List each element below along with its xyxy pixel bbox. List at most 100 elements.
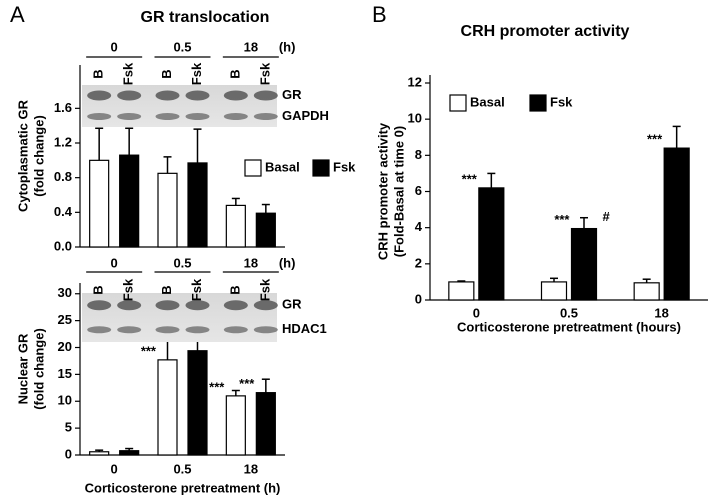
blot-band	[87, 300, 112, 311]
blot-lane: B	[227, 69, 242, 78]
bar	[89, 451, 110, 456]
error-bar	[642, 278, 651, 283]
y-tick-label: 4	[415, 219, 423, 234]
panel-label: A	[10, 2, 25, 27]
blot-band	[185, 300, 210, 311]
error-bar	[193, 128, 202, 163]
error-bar	[163, 156, 172, 174]
legend-label: Basal	[265, 159, 300, 174]
blot-band	[223, 326, 248, 334]
blot-lane: Fsk	[257, 62, 272, 85]
panel-label: B	[372, 2, 387, 27]
blot-band	[223, 113, 248, 120]
blot-image	[82, 293, 277, 342]
x-axis-label: Corticosterone pretreatment (h)	[85, 480, 281, 495]
legend-label: Fsk	[333, 159, 356, 174]
bar	[225, 395, 246, 456]
bar	[570, 227, 598, 301]
blot-band-label: GR	[282, 87, 302, 102]
significance-label: ***	[209, 379, 225, 394]
error-bar	[261, 203, 270, 214]
blot-band-label: GR	[282, 297, 302, 312]
blot-band	[87, 326, 112, 334]
y-tick-label: 1.2	[54, 134, 72, 149]
x-tick-label: 0	[111, 461, 118, 476]
blot-band	[87, 90, 112, 101]
y-tick-label: 0.8	[54, 169, 72, 184]
chart-title: GR translocation	[141, 9, 270, 26]
bar	[663, 147, 690, 301]
error-bar	[580, 216, 588, 229]
blot-timepoint: 0.5	[173, 39, 191, 54]
y-tick-label: 1.6	[54, 100, 72, 115]
bar	[157, 359, 178, 456]
error-bar	[95, 449, 104, 452]
blot-lane: Fsk	[257, 278, 272, 301]
x-tick-label: 0.5	[560, 305, 578, 320]
bar	[225, 204, 246, 248]
blot-band	[223, 300, 248, 311]
bar	[448, 281, 475, 301]
y-tick-label: 10	[408, 111, 422, 126]
y-axis-label: CRH promoter activity	[375, 122, 390, 260]
blot-lane: B	[159, 69, 174, 78]
legend-label: Fsk	[550, 94, 573, 109]
bar	[187, 162, 208, 248]
bar	[633, 282, 660, 301]
error-bar	[95, 127, 104, 161]
blot-unit: (h)	[279, 255, 296, 270]
error-bar	[231, 197, 240, 206]
blot-timepoint: 0.5	[173, 255, 191, 270]
y-tick-label: 8	[415, 147, 422, 162]
blot-lane: B	[91, 285, 106, 294]
bar	[157, 172, 178, 248]
significance-label: ***	[462, 171, 478, 186]
y-axis-label: Nuclear GR	[15, 333, 30, 404]
error-bar	[550, 277, 558, 282]
bar	[255, 212, 276, 248]
significance-label: ***	[554, 212, 570, 227]
blot-lane: B	[159, 285, 174, 294]
blot-band	[185, 90, 210, 101]
y-tick-label: 6	[415, 183, 422, 198]
bar	[89, 159, 110, 248]
blot-band	[117, 90, 142, 101]
legend-label: Basal	[470, 94, 505, 109]
blot-band	[253, 300, 278, 311]
y-tick-label: 0	[65, 446, 72, 461]
significance-label: ***	[239, 376, 255, 391]
y-tick-label: 0	[415, 291, 422, 306]
significance-label: ***	[141, 343, 157, 358]
blot-unit: (h)	[279, 39, 296, 54]
y-tick-label: 2	[415, 255, 422, 270]
y-tick-label: 0.4	[54, 204, 73, 219]
error-bar	[125, 447, 134, 451]
error-bar	[457, 280, 466, 282]
error-bar	[487, 172, 496, 188]
y-tick-label: 20	[58, 339, 72, 354]
legend-swatch	[449, 94, 467, 112]
error-bar	[672, 125, 681, 149]
blot-band	[155, 300, 180, 311]
blot-lane: B	[227, 285, 242, 294]
bar	[119, 154, 140, 248]
blot-lane: Fsk	[189, 278, 204, 301]
blot-lane: Fsk	[121, 278, 136, 301]
x-tick-label: 0.5	[173, 461, 191, 476]
blot-band	[223, 90, 248, 101]
blot-band	[253, 90, 278, 101]
bar	[540, 281, 568, 301]
y-axis-label: (fold change)	[31, 328, 46, 410]
blot-band	[155, 90, 180, 101]
chart-title: CRH promoter activity	[461, 23, 630, 40]
blot-lane: B	[91, 69, 106, 78]
blot-lane: Fsk	[189, 62, 204, 85]
y-tick-label: 25	[58, 312, 72, 327]
blot-timepoint: 18	[244, 39, 258, 54]
bar	[119, 450, 140, 456]
legend-swatch	[529, 94, 547, 112]
y-axis-label: (Fold-Basal at time 0)	[391, 126, 406, 257]
bar	[187, 350, 208, 456]
blot-band-label: HDAC1	[282, 321, 327, 336]
significance-mark: #	[603, 209, 611, 224]
